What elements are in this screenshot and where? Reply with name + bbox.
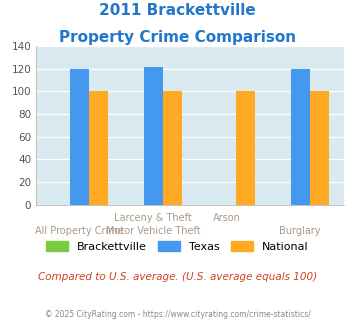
Bar — [163, 91, 182, 205]
Text: 2011 Brackettville: 2011 Brackettville — [99, 3, 256, 18]
Text: Larceny & Theft: Larceny & Theft — [114, 213, 192, 223]
Bar — [89, 91, 108, 205]
Text: All Property Crime: All Property Crime — [35, 226, 124, 236]
Text: Motor Vehicle Theft: Motor Vehicle Theft — [106, 226, 201, 236]
Bar — [236, 91, 255, 205]
Text: Compared to U.S. average. (U.S. average equals 100): Compared to U.S. average. (U.S. average … — [38, 272, 317, 282]
Text: Property Crime Comparison: Property Crime Comparison — [59, 30, 296, 45]
Legend: Brackettville, Texas, National: Brackettville, Texas, National — [42, 237, 313, 256]
Bar — [310, 91, 329, 205]
Text: © 2025 CityRating.com - https://www.cityrating.com/crime-statistics/: © 2025 CityRating.com - https://www.city… — [45, 310, 310, 319]
Bar — [143, 67, 163, 205]
Bar — [291, 69, 310, 205]
Text: Burglary: Burglary — [279, 226, 321, 236]
Bar — [70, 69, 89, 205]
Text: Arson: Arson — [213, 213, 241, 223]
